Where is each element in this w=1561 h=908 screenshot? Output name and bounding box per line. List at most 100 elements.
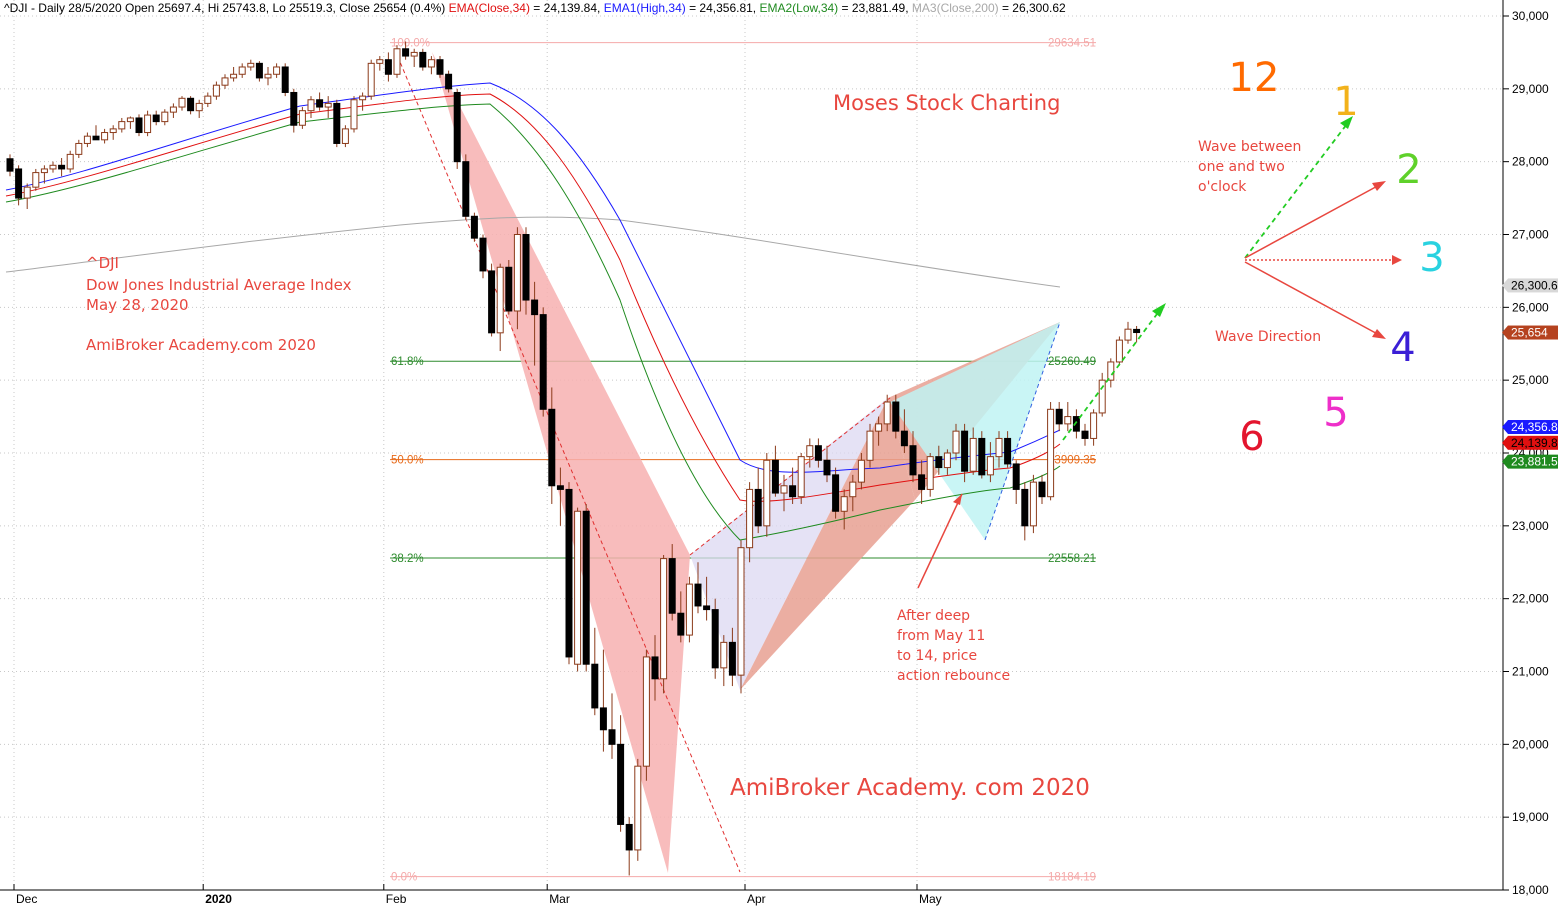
candle-body bbox=[333, 102, 341, 144]
x-tick-label: Feb bbox=[386, 892, 407, 906]
candle-body bbox=[1133, 328, 1141, 334]
candle-body bbox=[711, 609, 719, 669]
candle-body bbox=[247, 62, 255, 68]
x-tick-label: Apr bbox=[747, 892, 766, 906]
candle-body bbox=[92, 135, 100, 141]
candle-body bbox=[23, 186, 31, 199]
candle-body bbox=[771, 459, 779, 494]
candle-body bbox=[952, 430, 960, 454]
pattern-diagonal-2 bbox=[689, 397, 891, 556]
header-ema-label: EMA(Close,34) bbox=[449, 1, 530, 15]
value-badge-label: 24,139.8 bbox=[1511, 436, 1558, 450]
candle-body bbox=[273, 66, 281, 75]
candle-body bbox=[152, 114, 160, 123]
x-tick-label: May bbox=[919, 892, 942, 906]
candle-body bbox=[660, 558, 668, 680]
candle-body bbox=[823, 459, 831, 476]
candle-body bbox=[402, 48, 410, 57]
candle-body bbox=[995, 437, 1003, 458]
clock-number-3: 3 bbox=[1419, 235, 1444, 281]
candle-body bbox=[513, 234, 521, 312]
annotation-date: May 28, 2020 bbox=[86, 296, 189, 314]
candle-body bbox=[479, 237, 487, 272]
annotation-ticker: ^DJI bbox=[86, 254, 119, 272]
candle-body bbox=[1124, 328, 1132, 341]
value-badge-label: 23,881.5 bbox=[1511, 455, 1558, 469]
candle-body bbox=[298, 110, 306, 126]
y-tick-label: 22,000 bbox=[1512, 592, 1549, 606]
pattern-diagonal-3 bbox=[984, 321, 1061, 541]
pattern-diagonal bbox=[394, 49, 741, 873]
y-tick-label: 28,000 bbox=[1512, 155, 1549, 169]
candle-body bbox=[582, 510, 590, 665]
candle-body bbox=[857, 459, 865, 483]
clock-hand-4 bbox=[1244, 261, 1384, 338]
candle-body bbox=[634, 765, 642, 851]
candle-body bbox=[926, 456, 934, 490]
candle-body bbox=[436, 59, 444, 75]
candle-body bbox=[892, 401, 900, 432]
clock-number-6: 6 bbox=[1239, 414, 1264, 460]
candle-body bbox=[264, 73, 272, 79]
candle-body bbox=[522, 234, 530, 301]
candle-body bbox=[780, 485, 788, 494]
annotation-after-deep: After deep from May 11 to 14, price acti… bbox=[897, 608, 1010, 684]
candle-body bbox=[883, 401, 891, 425]
candle-body bbox=[909, 445, 917, 476]
candle-body bbox=[445, 73, 453, 90]
candle-body bbox=[728, 641, 736, 676]
candle-body bbox=[488, 270, 496, 334]
candle-body bbox=[617, 743, 625, 825]
candle-body bbox=[367, 62, 375, 97]
candle-body bbox=[324, 102, 332, 108]
candle-body bbox=[763, 459, 771, 527]
candle-body bbox=[83, 135, 91, 144]
annotation-arrowhead bbox=[953, 494, 962, 505]
value-badge-label: 26,300.6 bbox=[1511, 278, 1558, 292]
pattern-bcd-leg bbox=[740, 398, 915, 690]
candle-body bbox=[75, 142, 83, 155]
candle-body bbox=[840, 496, 848, 512]
value-badge-pointer bbox=[1502, 325, 1508, 340]
candle-body bbox=[505, 266, 513, 312]
fib-pct-label: 50.0% bbox=[391, 455, 424, 467]
chart-header: ^DJI - Daily 28/5/2020 Open 25697.4, Hi … bbox=[4, 1, 1066, 15]
candle-body bbox=[943, 452, 951, 469]
fib-value-label: 22558.21 bbox=[1048, 553, 1096, 565]
candle-body bbox=[900, 430, 908, 447]
candle-body bbox=[393, 48, 401, 75]
candle-body bbox=[427, 59, 435, 68]
candle-body bbox=[1012, 463, 1020, 490]
clock-hand-2 bbox=[1244, 182, 1384, 259]
header-ma3-value: = 26,300.62 bbox=[999, 1, 1066, 15]
candle-body bbox=[307, 99, 315, 112]
candle-body bbox=[15, 168, 23, 199]
candle-body bbox=[754, 488, 762, 527]
candle-body bbox=[677, 612, 685, 636]
candle-body bbox=[169, 106, 177, 113]
candle-body bbox=[204, 95, 212, 104]
candle-body bbox=[195, 102, 203, 112]
candle-body bbox=[1081, 430, 1089, 439]
candle-body bbox=[703, 605, 711, 611]
header-ema1-label: EMA1(High,34) bbox=[604, 1, 686, 15]
annotation-wave-between: Wave between one and two o'clock bbox=[1198, 139, 1306, 195]
candle-body bbox=[135, 117, 143, 134]
value-badge-pointer bbox=[1502, 454, 1508, 469]
candle-body bbox=[1072, 416, 1080, 432]
candle-body bbox=[918, 474, 926, 490]
wave-clock: 12 1 2 3 4 5 6 bbox=[1229, 55, 1445, 460]
candle-body bbox=[462, 161, 470, 217]
candle-body bbox=[40, 168, 48, 174]
fib-value-label: 25260.49 bbox=[1048, 356, 1096, 368]
candle-body bbox=[101, 132, 109, 141]
candle-body bbox=[6, 158, 14, 172]
clock-number-4: 4 bbox=[1390, 325, 1415, 371]
candle-body bbox=[986, 456, 994, 476]
candle-body bbox=[341, 128, 349, 144]
x-tick-label: 2020 bbox=[205, 892, 232, 906]
candle-body bbox=[238, 66, 246, 75]
fib-pct-label: 0.0% bbox=[391, 872, 417, 884]
candle-body bbox=[453, 91, 461, 163]
candle-body bbox=[556, 485, 564, 490]
